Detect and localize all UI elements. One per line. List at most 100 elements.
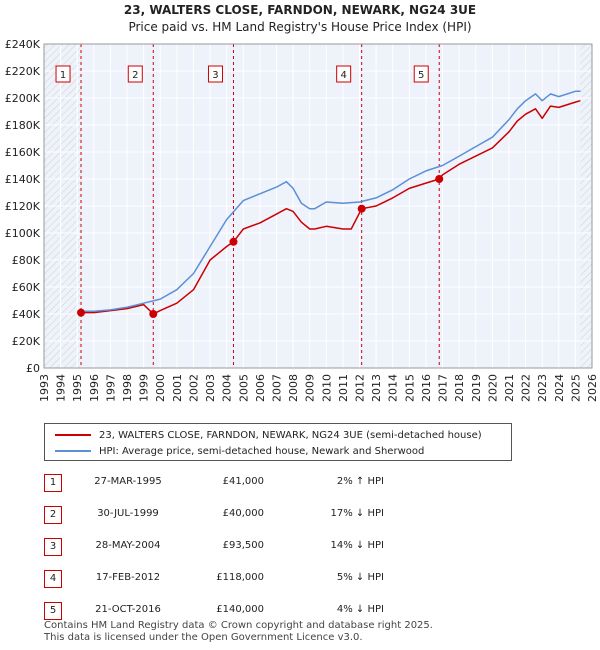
transaction-badge [127,65,143,83]
transaction-hpi: 2% ↑ HPI [336,476,384,487]
x-tick-label: 2011 [337,374,350,402]
transaction-price: £118,000 [216,572,264,583]
x-tick-label: 2009 [304,374,317,402]
series-line-hpi [77,90,581,313]
table-row: 5 21-OCT-2016 £140,000 4% ↓ HPI [44,602,564,620]
chart-title: 23, WALTERS CLOSE, FARNDON, NEWARK, NG24… [124,3,476,17]
x-tick-label: 2012 [354,374,367,402]
x-tick-label: 1993 [38,374,51,402]
transaction-number: 5 [44,602,62,620]
legend-label-property: 23, WALTERS CLOSE, FARNDON, NEWARK, NG24… [99,429,482,441]
transaction-badge [55,65,71,83]
transaction-hpi: 17% ↓ HPI [330,508,384,519]
x-tick-label: 1996 [88,374,101,402]
x-tick-label: 2015 [403,374,416,402]
y-tick-label: £200K [5,92,41,105]
legend-label-hpi: HPI: Average price, semi-detached house,… [99,445,425,457]
transaction-date: 28-MAY-2004 [95,540,161,551]
legend-item-hpi: HPI: Average price, semi-detached house,… [55,443,424,459]
transaction-price: £41,000 [222,476,264,487]
transaction-badge-label: 2 [132,70,138,81]
table-row: 1 27-MAR-1995 £41,000 2% ↑ HPI [44,474,564,492]
footer: Contains HM Land Registry data © Crown c… [44,620,433,644]
transaction-price: £140,000 [216,604,264,615]
transaction-number: 4 [44,570,62,588]
transaction-hpi: 5% ↓ HPI [336,572,384,583]
y-tick-label: £60K [12,281,41,294]
legend-item-property: 23, WALTERS CLOSE, FARNDON, NEWARK, NG24… [55,427,482,443]
table-row: 2 30-JUL-1999 £40,000 17% ↓ HPI [44,506,564,524]
x-tick-label: 2026 [586,374,599,402]
x-tick-label: 2002 [187,374,200,402]
legend-swatch-blue [55,450,91,452]
x-tick-label: 2000 [154,374,167,402]
transaction-number: 1 [44,474,62,492]
y-tick-label: £160K [5,146,41,159]
x-tick-label: 2001 [171,374,184,402]
transaction-point [229,237,238,246]
legend: 23, WALTERS CLOSE, FARNDON, NEWARK, NG24… [44,423,512,461]
x-tick-label: 2010 [320,374,333,402]
y-tick-label: £140K [5,173,41,186]
transaction-point [77,308,86,317]
x-tick-label: 1997 [104,374,117,402]
table-row: 3 28-MAY-2004 £93,500 14% ↓ HPI [44,538,564,556]
chart-subtitle: Price paid vs. HM Land Registry's House … [128,20,471,34]
y-tick-label: £100K [5,227,41,240]
transaction-date: 27-MAR-1995 [94,476,162,487]
transaction-badge [413,65,429,83]
transaction-badge-label: 3 [212,70,218,81]
transaction-date: 21-OCT-2016 [95,604,161,615]
x-tick-label: 2017 [437,374,450,402]
x-tick-label: 2008 [287,374,300,402]
y-tick-label: £240K [5,38,41,51]
x-tick-label: 2019 [470,374,483,402]
x-tick-label: 2014 [387,374,400,402]
x-tick-label: 2007 [270,374,283,402]
series-line-property [81,99,581,315]
plot-frame [43,43,593,369]
x-tick-label: 2022 [520,374,533,402]
y-tick-label: £0 [26,362,40,375]
x-tick-label: 1999 [138,374,151,402]
x-tick-label: 2021 [503,374,516,402]
x-tick-label: 2005 [237,374,250,402]
x-tick-label: 2018 [453,374,466,402]
transaction-point [357,204,366,213]
transaction-date: 30-JUL-1999 [97,508,159,519]
footer-copyright: Contains HM Land Registry data © Crown c… [44,620,433,631]
transaction-number: 3 [44,538,62,556]
y-tick-label: £220K [5,65,41,78]
transaction-number: 2 [44,506,62,524]
x-tick-label: 2004 [221,374,234,402]
x-tick-label: 1994 [55,374,68,402]
x-tick-label: 2013 [370,374,383,402]
x-tick-label: 1995 [71,374,84,402]
x-tick-label: 2020 [486,374,499,402]
transaction-hpi: 4% ↓ HPI [336,604,384,615]
x-tick-label: 2016 [420,374,433,402]
transaction-date: 17-FEB-2012 [95,572,161,583]
transaction-hpi: 14% ↓ HPI [330,540,384,551]
transaction-badge [207,65,223,83]
transaction-point [435,175,444,183]
legend-swatch-red [55,434,91,436]
y-tick-label: £180K [5,119,41,132]
x-tick-label: 2024 [553,374,566,402]
transaction-point [149,310,158,318]
y-tick-label: £80K [12,254,41,267]
y-tick-label: £40K [12,308,41,321]
transaction-price: £40,000 [222,508,264,519]
x-tick-label: 2003 [204,374,217,402]
transaction-badge-label: 1 [60,70,66,81]
transaction-badge [336,65,352,83]
y-tick-label: £120K [5,200,41,213]
price-chart: 23, WALTERS CLOSE, FARNDON, NEWARK, NG24… [5,3,599,402]
transaction-price: £93,500 [222,540,264,551]
table-row: 4 17-FEB-2012 £118,000 5% ↓ HPI [44,570,564,588]
transaction-badge-label: 5 [418,70,424,81]
x-tick-label: 2025 [569,374,582,402]
x-tick-label: 2006 [254,374,267,402]
transaction-badge-label: 4 [340,70,346,81]
footer-license: This data is licensed under the Open Gov… [44,632,363,643]
